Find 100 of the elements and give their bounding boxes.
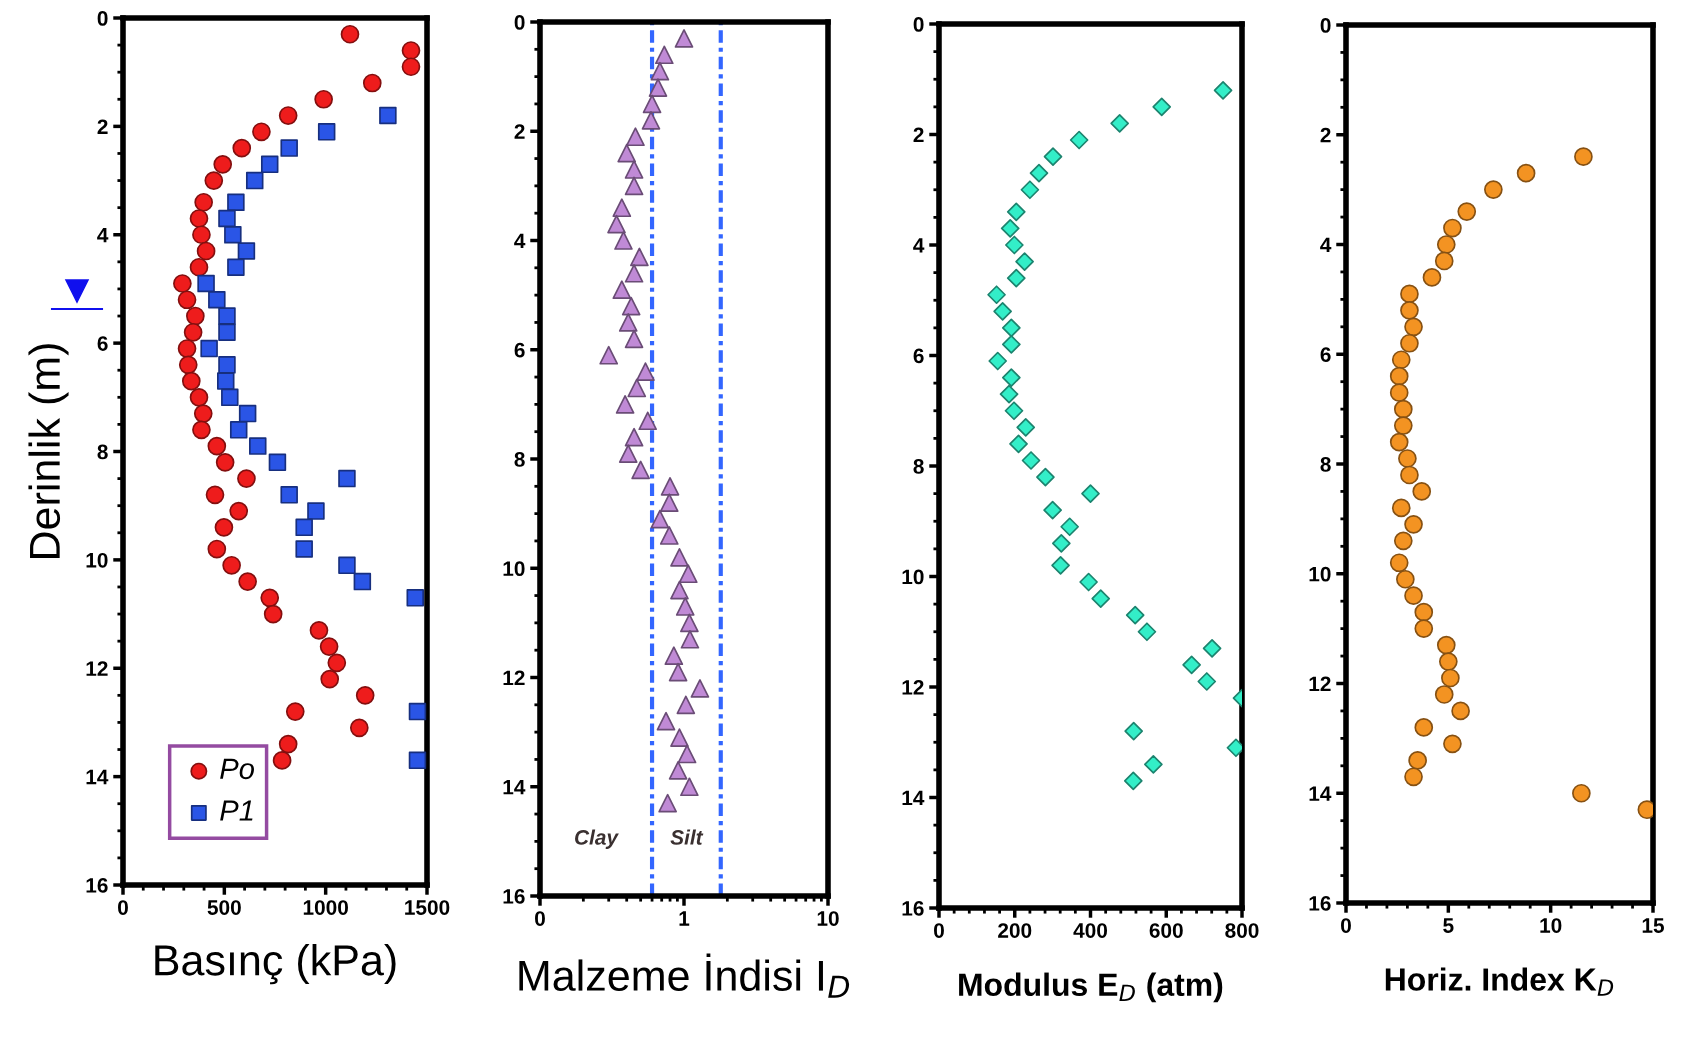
point <box>280 139 298 157</box>
point <box>1060 517 1080 537</box>
x-tick-label: 0 <box>934 923 944 938</box>
point <box>340 24 360 44</box>
y-tick-label: 6 <box>514 342 525 358</box>
point <box>194 192 214 212</box>
point <box>1391 498 1411 518</box>
point <box>196 241 216 261</box>
point <box>1434 251 1454 271</box>
point <box>224 225 242 244</box>
point <box>285 702 305 721</box>
point <box>1400 333 1419 353</box>
point <box>1451 701 1470 721</box>
point <box>1404 586 1423 606</box>
x-tick-label: 0 <box>1341 918 1351 933</box>
point <box>1091 589 1111 608</box>
point <box>1152 97 1172 117</box>
point <box>278 734 298 754</box>
point <box>1002 318 1021 338</box>
point <box>1124 721 1144 741</box>
point <box>1412 482 1432 501</box>
x-tick-label: 1000 <box>303 900 348 915</box>
point <box>208 291 226 309</box>
point <box>1404 317 1423 337</box>
point <box>193 404 213 423</box>
annotation: Clay <box>575 829 619 849</box>
x-tick-label: 10 <box>817 911 839 926</box>
legend-label: P1 <box>220 800 253 821</box>
point <box>1436 235 1456 254</box>
y-tick-label: 2 <box>913 127 924 143</box>
point <box>183 322 203 342</box>
y-tick-label: 14 <box>86 769 109 785</box>
y-tick-label: 12 <box>902 680 924 695</box>
y-tick-label: 14 <box>503 779 526 795</box>
point <box>1029 163 1049 183</box>
point <box>317 123 336 141</box>
point <box>260 155 279 174</box>
y-tick-label: 0 <box>913 17 924 32</box>
point <box>1443 218 1462 238</box>
point <box>408 702 427 721</box>
point <box>1137 622 1157 642</box>
point <box>1004 401 1024 421</box>
point <box>1079 572 1098 592</box>
point <box>1197 672 1217 691</box>
y-tick-label: 12 <box>86 661 108 676</box>
point <box>1443 734 1462 754</box>
point <box>1484 180 1503 199</box>
point <box>1015 252 1034 271</box>
point <box>216 372 235 390</box>
x-axis-title: Malzeme İndisi I$_{D}$ <box>519 953 850 998</box>
point <box>1457 202 1477 221</box>
point <box>1389 553 1409 573</box>
point <box>1393 399 1413 419</box>
x-tick-label: 1500 <box>405 900 450 915</box>
point <box>178 355 198 375</box>
point <box>1438 652 1458 671</box>
y-tick-label: 8 <box>1320 457 1331 472</box>
point <box>260 588 280 608</box>
point <box>229 501 249 521</box>
point <box>218 356 236 374</box>
point <box>1396 569 1415 589</box>
point <box>338 469 356 488</box>
point <box>320 669 340 689</box>
y-tick-label: 12 <box>503 670 525 686</box>
y-tick-label: 8 <box>97 444 108 460</box>
point <box>988 351 1008 371</box>
y-tick-label: 10 <box>86 552 108 568</box>
point <box>213 154 233 174</box>
point <box>1398 449 1417 468</box>
point <box>215 452 235 472</box>
point <box>295 518 313 537</box>
point <box>353 572 372 591</box>
point <box>1123 771 1143 791</box>
point <box>189 257 209 277</box>
y-tick-label: 16 <box>503 889 525 904</box>
point <box>1002 335 1021 354</box>
point <box>218 307 236 325</box>
point <box>987 285 1006 305</box>
point <box>245 171 264 190</box>
y-tick-label: 6 <box>913 348 924 364</box>
y-tick-label: 12 <box>1309 676 1331 692</box>
point <box>327 653 347 673</box>
point <box>1043 500 1062 520</box>
point <box>181 371 201 391</box>
point <box>214 518 234 537</box>
point <box>227 193 245 211</box>
y-tick-label: 10 <box>503 561 525 576</box>
point <box>1016 417 1036 437</box>
point <box>1393 416 1413 435</box>
y-tick-label: 10 <box>1309 566 1331 582</box>
point <box>252 122 271 142</box>
y-tick-label: 6 <box>1320 347 1331 362</box>
point <box>1404 515 1423 534</box>
point <box>237 242 256 260</box>
y-tick-label: 2 <box>1320 127 1331 143</box>
point <box>999 384 1019 404</box>
point <box>207 436 227 456</box>
x-tick-label: 200 <box>998 923 1032 938</box>
x-axis-title: Horiz. Index K$_{D}$ <box>1385 967 1614 996</box>
point <box>272 751 292 770</box>
